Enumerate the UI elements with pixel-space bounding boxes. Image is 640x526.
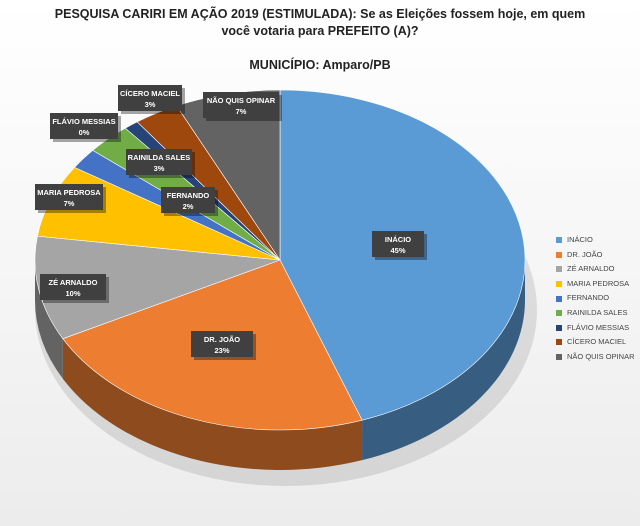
legend-item: CÍCERO MACIEL xyxy=(556,335,635,350)
data-label-name: FLÁVIO MESSIAS xyxy=(52,117,115,126)
data-label-value: 0% xyxy=(79,128,90,137)
legend-label: DR. JOÃO xyxy=(567,249,603,259)
data-label-box xyxy=(50,113,118,139)
legend-label: ZÉ ARNALDO xyxy=(567,264,615,274)
chart-title-line2: você votaria para PREFEITO (A)? xyxy=(221,24,419,38)
data-label-3: ZÉ ARNALDO 10% xyxy=(40,274,109,303)
legend-item: FLÁVIO MESSIAS xyxy=(556,321,635,336)
legend-item: INÁCIO xyxy=(556,233,635,248)
legend-label: NÃO QUIS OPINAR xyxy=(567,351,635,361)
data-label-value: 7% xyxy=(64,199,75,208)
legend-swatch xyxy=(556,354,562,361)
legend-label: INÁCIO xyxy=(567,235,593,244)
legend-swatch xyxy=(556,266,562,273)
legend-item: MARIA PEDROSA xyxy=(556,277,635,292)
chart-legend: INÁCIO DR. JOÃO ZÉ ARNALDO MARIA PEDROSA FER… xyxy=(556,233,635,364)
legend-swatch xyxy=(556,310,562,317)
data-label-5: FERNANDO 2% xyxy=(161,187,218,216)
data-label-8: CÍCERO MACIEL 3% xyxy=(118,85,185,114)
pie-side-2 xyxy=(62,338,363,470)
data-label-name: DR. JOÃO xyxy=(204,335,240,344)
data-label-name: ZÉ ARNALDO xyxy=(49,278,98,287)
legend-item: RAINILDA SALES xyxy=(556,306,635,321)
legend-swatch xyxy=(556,251,562,258)
legend-swatch xyxy=(556,281,562,288)
data-label-name: NÃO QUIS OPINAR xyxy=(207,96,276,105)
pie-slice-3 xyxy=(34,235,281,340)
legend-item: FERNANDO xyxy=(556,291,635,306)
data-label-box xyxy=(35,184,103,210)
chart-title-line1: PESQUISA CARIRI EM AÇÃO 2019 (ESTIMULADA… xyxy=(54,7,586,21)
data-label-name: CÍCERO MACIEL xyxy=(120,89,180,98)
data-label-value: 10% xyxy=(65,289,80,298)
data-label-4: MARIA PEDROSA 7% xyxy=(35,184,106,213)
data-label-value: 23% xyxy=(214,346,229,355)
data-label-value: 45% xyxy=(390,246,405,255)
legend-label: FLÁVIO MESSIAS xyxy=(567,322,630,332)
data-label-box xyxy=(126,149,192,175)
legend-label: CÍCERO MACIEL xyxy=(567,337,627,347)
data-label-value: 2% xyxy=(183,202,194,211)
legend-label: FERNANDO xyxy=(567,293,610,303)
pie-data-labels: INÁCIO 45% DR. JOÃO 23% ZÉ ARNALDO 10% MARIA P… xyxy=(35,85,427,360)
legend-swatch xyxy=(556,339,562,346)
data-label-box xyxy=(118,85,182,111)
pie-side-3 xyxy=(35,260,63,379)
data-label-6: RAINILDA SALES 3% xyxy=(126,149,195,178)
data-label-value: 7% xyxy=(236,107,247,116)
pie-side-1 xyxy=(362,260,525,461)
chart-title: PESQUISA CARIRI EM AÇÃO 2019 (ESTIMULADA… xyxy=(40,6,600,40)
legend-label: MARIA PEDROSA xyxy=(567,278,630,288)
data-label-2: DR. JOÃO 23% xyxy=(191,331,256,360)
data-label-name: INÁCIO xyxy=(385,235,411,244)
data-label-box xyxy=(161,187,215,213)
legend-label: RAINILDA SALES xyxy=(567,307,628,317)
data-label-9: NÃO QUIS OPINAR 7% xyxy=(203,92,282,121)
data-label-box xyxy=(40,274,106,300)
chart-subtitle: MUNICÍPIO: Amparo/PB xyxy=(249,58,391,72)
legend-swatch xyxy=(556,237,562,244)
legend-item: DR. JOÃO xyxy=(556,248,635,263)
data-label-1: INÁCIO 45% xyxy=(372,231,427,260)
data-label-name: RAINILDA SALES xyxy=(128,153,191,162)
legend-swatch xyxy=(556,324,562,331)
data-label-value: 3% xyxy=(154,164,165,173)
data-label-box xyxy=(203,92,279,118)
data-label-name: FERNANDO xyxy=(167,191,210,200)
data-label-box xyxy=(372,231,424,257)
pie-side-walls xyxy=(35,260,525,470)
data-label-value: 3% xyxy=(145,100,156,109)
legend-swatch xyxy=(556,295,562,302)
data-label-name: MARIA PEDROSA xyxy=(37,188,101,197)
legend-item: ZÉ ARNALDO xyxy=(556,262,635,277)
data-label-7: FLÁVIO MESSIAS 0% xyxy=(50,113,121,142)
legend-item: NÃO QUIS OPINAR xyxy=(556,350,635,365)
data-label-box xyxy=(191,331,253,357)
